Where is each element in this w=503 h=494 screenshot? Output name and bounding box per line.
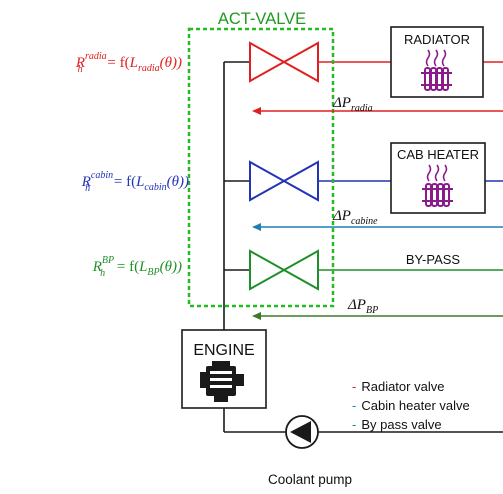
radiator-heater-icon bbox=[421, 49, 452, 91]
radiator-component: RADIATOR bbox=[390, 26, 484, 98]
cabin-dp-arrow bbox=[252, 223, 503, 231]
bypass-dp-arrow bbox=[252, 312, 503, 320]
cab-heater-component: CAB HEATER bbox=[390, 142, 486, 214]
legend-item-bypass: - By pass valve bbox=[352, 417, 442, 432]
cabin-valve[interactable] bbox=[249, 160, 319, 202]
engine-component: ENGINE bbox=[181, 329, 267, 409]
bypass-label: BY-PASS bbox=[406, 252, 461, 267]
main-pipes bbox=[223, 61, 503, 433]
act-valve-label: ACT-VALVE bbox=[218, 10, 306, 28]
radiator-dp-arrow bbox=[252, 107, 503, 115]
bypass-valve[interactable] bbox=[249, 249, 319, 291]
coolant-pump bbox=[285, 415, 319, 449]
engine-label: ENGINE bbox=[193, 342, 254, 359]
radiator-label: RADIATOR bbox=[404, 32, 470, 47]
cabin-dp-label: ΔPcabine bbox=[332, 208, 378, 227]
radiator-box bbox=[390, 26, 484, 98]
cabin-equation: Rcabin h = f(Lcabin(θ)) bbox=[81, 170, 189, 194]
act-valve-box bbox=[187, 27, 335, 308]
engine-icon bbox=[200, 361, 244, 402]
radiator-valve[interactable] bbox=[249, 41, 319, 83]
pump-label: Coolant pump bbox=[268, 472, 352, 487]
legend-item-radiator: - Radiator valve bbox=[352, 379, 444, 394]
cab-heater-label: CAB HEATER bbox=[397, 147, 479, 162]
legend: - Radiator valve - Cabin heater valve - By … bbox=[352, 379, 470, 432]
pump-direction-icon bbox=[290, 421, 311, 443]
cab-heater-icon bbox=[422, 164, 453, 207]
bypass-equation: RBP h = f(LBP(θ)) bbox=[92, 255, 182, 279]
legend-item-cabin: - Cabin heater valve bbox=[352, 398, 470, 413]
bypass-dp-label: ΔPBP bbox=[347, 297, 378, 316]
radiator-equation: Rradia h = f(Lradia(θ)) bbox=[75, 51, 182, 75]
radiator-dp-label: ΔPradia bbox=[332, 95, 373, 114]
